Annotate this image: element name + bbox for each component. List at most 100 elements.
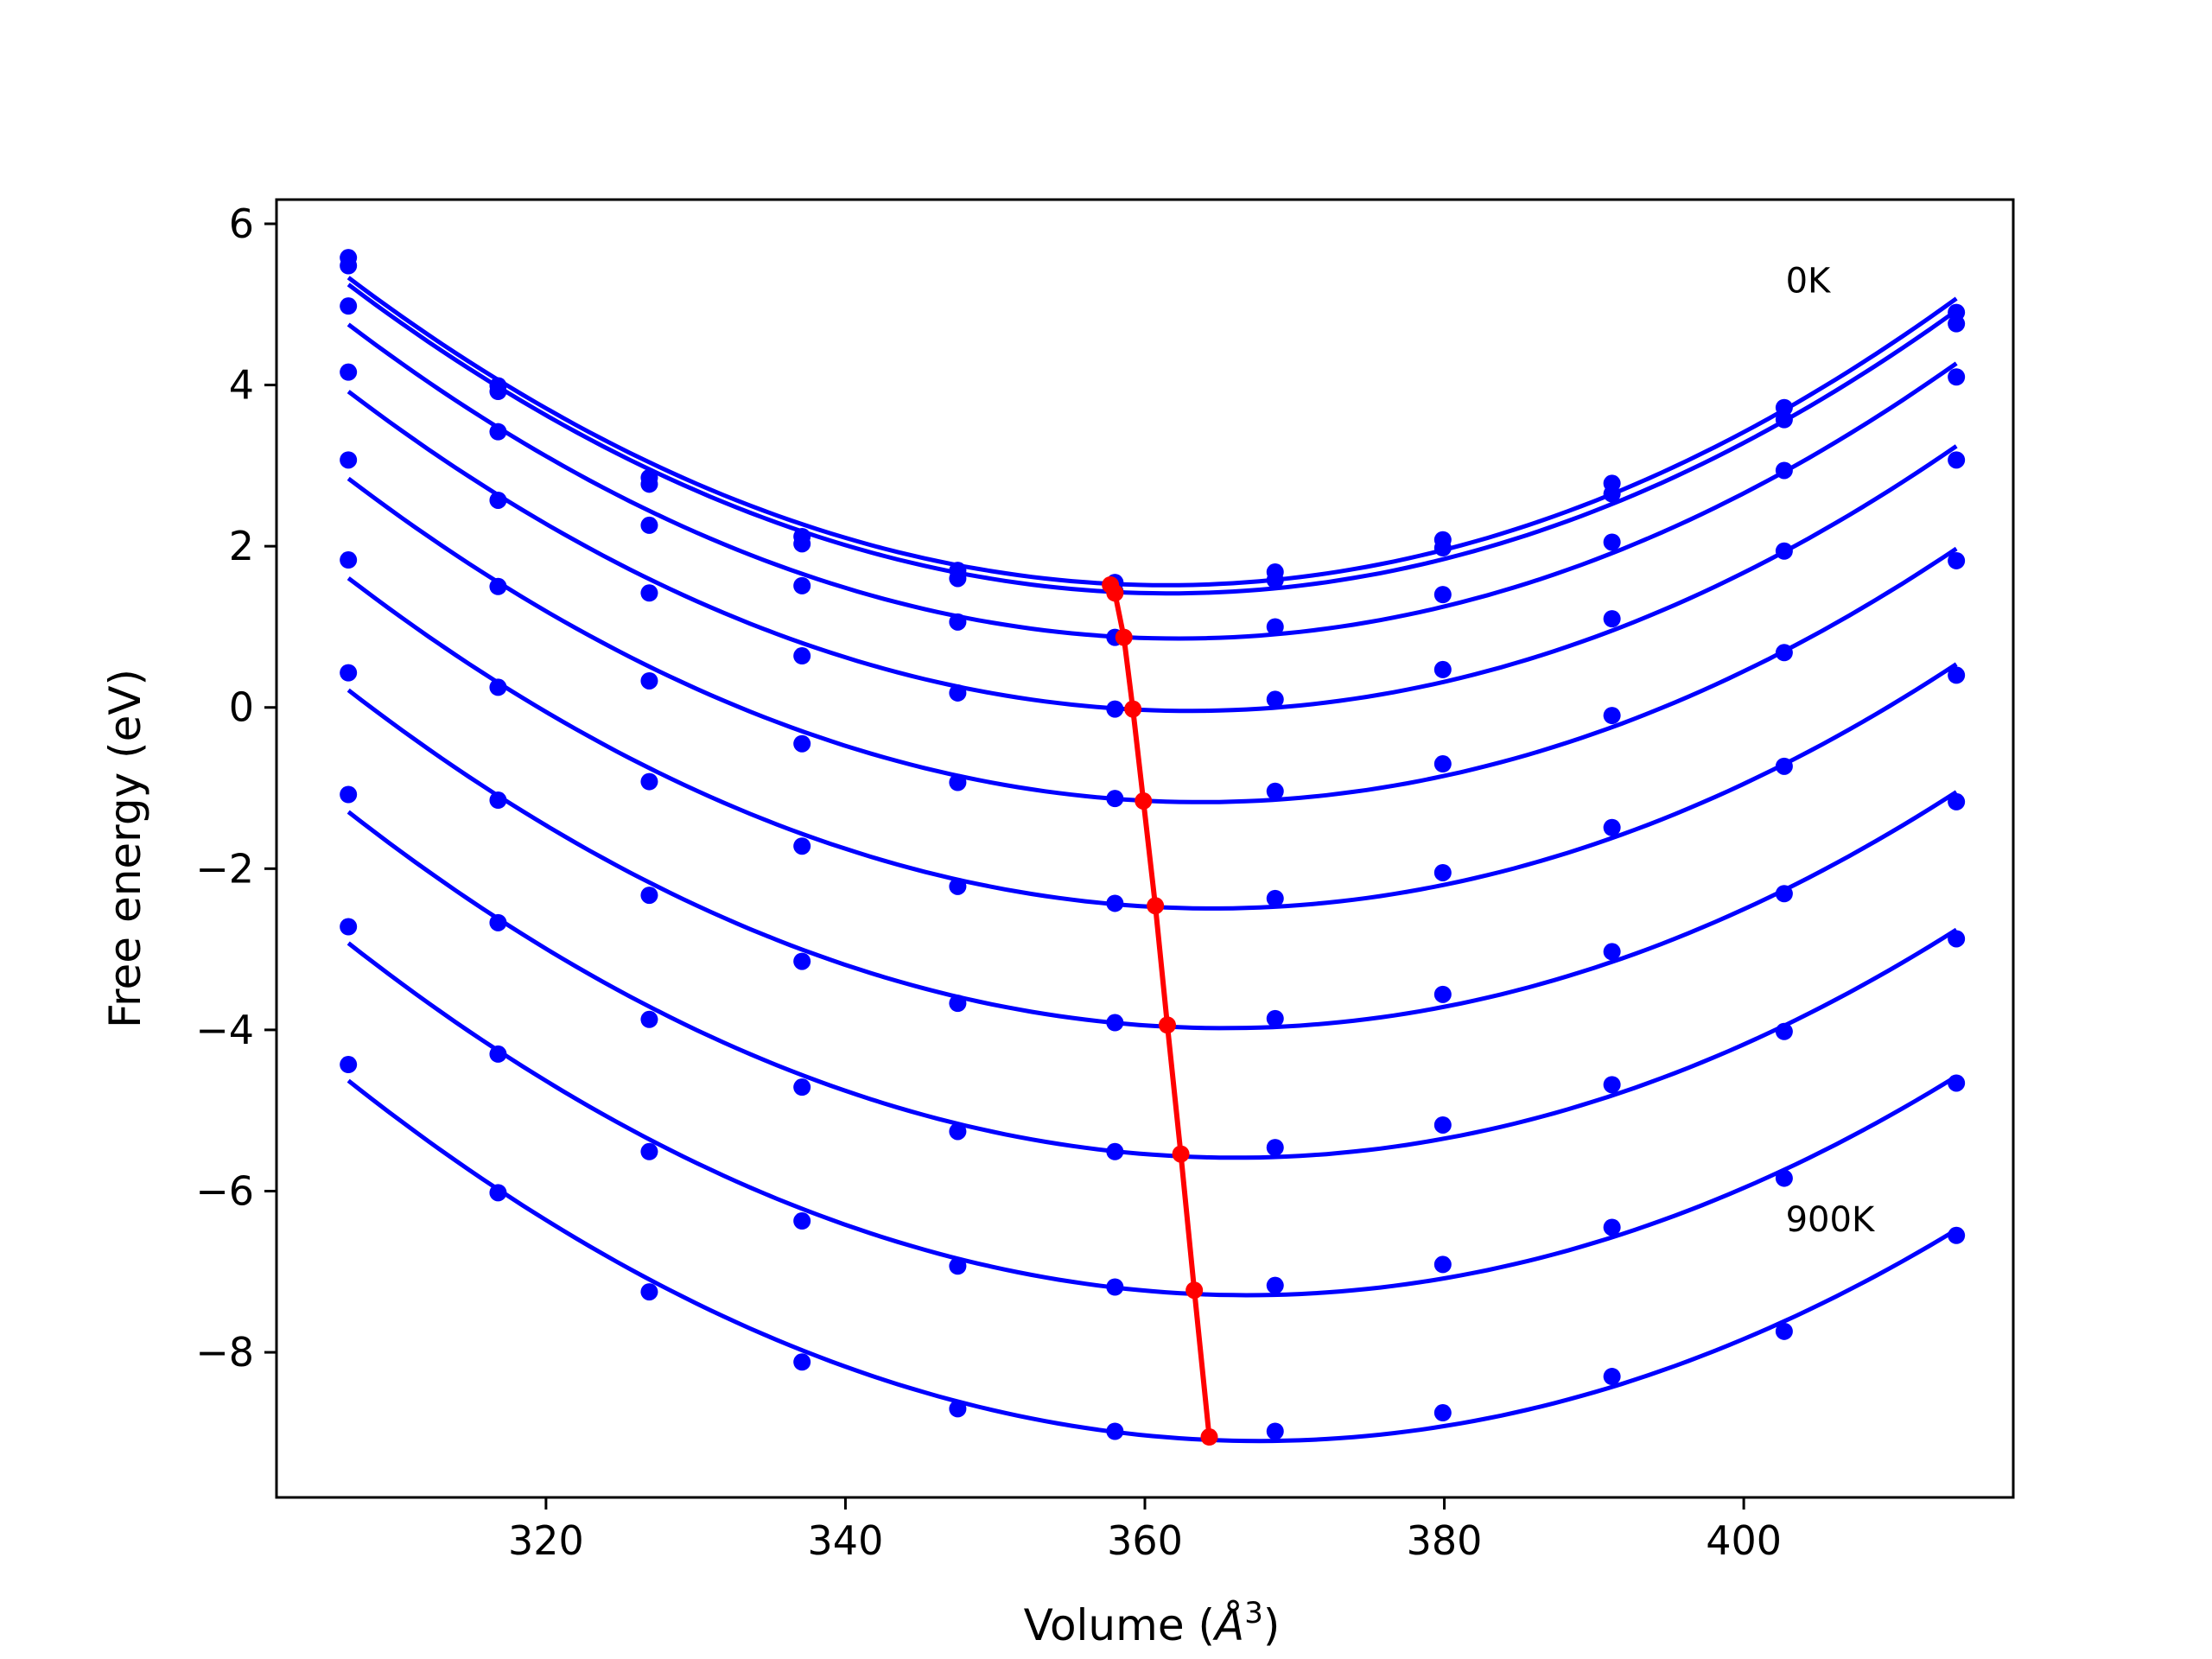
data-point-8-1 <box>340 785 358 804</box>
data-point-10-2 <box>489 1184 507 1202</box>
annotations: 0K 900K <box>1786 261 1876 1240</box>
data-point-3-2 <box>489 423 507 441</box>
data-point-7-6 <box>1106 1014 1124 1032</box>
data-point-8-6 <box>1106 1142 1124 1160</box>
data-point-7-8 <box>1433 985 1452 1003</box>
data-point-2-10 <box>1775 410 1793 429</box>
x-tick-label-400: 400 <box>1706 1517 1782 1564</box>
data-point-9-7 <box>1266 1276 1284 1294</box>
data-point-5-10 <box>1775 644 1793 662</box>
data-point-8-5 <box>949 1122 967 1141</box>
annotation-0k: 0K <box>1786 261 1832 301</box>
minimum-point-7 <box>1158 1016 1176 1034</box>
x-axis-ticks: 320 340 360 380 400 <box>508 1497 1782 1564</box>
data-point-5-2 <box>489 577 507 595</box>
data-point-3-4 <box>793 576 811 594</box>
data-point-4-11 <box>1948 451 1966 469</box>
fit-curve-7 <box>346 688 1958 1031</box>
data-point-9-1 <box>340 918 358 936</box>
x-axis-label: Volume (Å3) <box>1024 1596 1281 1650</box>
data-point-5-4 <box>793 734 811 753</box>
data-point-2-1 <box>340 257 358 275</box>
fit-curve-2 <box>346 283 1958 596</box>
data-point-4-3 <box>640 584 658 602</box>
data-point-7-11 <box>1948 792 1966 810</box>
fit-curve-5 <box>346 476 1958 804</box>
data-point-7-10 <box>1775 885 1793 903</box>
data-point-4-8 <box>1433 660 1452 678</box>
data-point-9-11 <box>1948 1074 1966 1092</box>
data-point-6-9 <box>1603 818 1621 836</box>
data-point-4-4 <box>793 647 811 665</box>
y-tick-label--4: −4 <box>195 1007 254 1053</box>
x-axis-label-close: ) <box>1263 1600 1281 1650</box>
data-point-3-5 <box>949 613 967 631</box>
data-point-8-8 <box>1433 1116 1452 1134</box>
minimum-point-2 <box>1106 584 1124 602</box>
y-tick-label--2: −2 <box>195 845 254 892</box>
data-point-6-6 <box>1106 894 1124 912</box>
data-point-6-11 <box>1948 666 1966 684</box>
data-point-3-10 <box>1775 461 1793 480</box>
y-tick-label--6: −6 <box>195 1167 254 1214</box>
minimum-point-9 <box>1185 1281 1204 1300</box>
minimum-point-4 <box>1124 700 1142 718</box>
y-tick-label-2: 2 <box>229 523 254 569</box>
minimum-point-6 <box>1147 897 1165 915</box>
x-axis-label-text: Volume ( <box>1024 1600 1215 1650</box>
data-point-9-4 <box>793 1212 811 1230</box>
fit-curve-4 <box>346 390 1958 714</box>
data-point-2-2 <box>489 383 507 401</box>
data-point-3-9 <box>1603 533 1621 551</box>
data-point-7-5 <box>949 995 967 1013</box>
data-point-2-11 <box>1948 315 1966 333</box>
data-point-9-6 <box>1106 1278 1124 1296</box>
data-point-8-4 <box>793 1078 811 1096</box>
data-point-7-1 <box>340 664 358 682</box>
data-point-2-5 <box>949 569 967 588</box>
y-axis-label: Free energy (eV) <box>100 669 150 1028</box>
x-tick-label-380: 380 <box>1407 1517 1483 1564</box>
data-points <box>340 249 1966 1440</box>
data-point-8-7 <box>1266 1139 1284 1157</box>
y-tick-label-4: 4 <box>229 362 254 409</box>
data-point-3-3 <box>640 516 658 534</box>
y-axis-ticks: −8 −6 −4 −2 0 2 4 6 <box>195 200 276 1376</box>
data-point-8-9 <box>1603 1076 1621 1094</box>
data-point-5-1 <box>340 451 358 469</box>
x-tick-label-360: 360 <box>1107 1517 1183 1564</box>
data-point-7-4 <box>793 952 811 970</box>
data-point-3-1 <box>340 297 358 315</box>
data-point-2-9 <box>1603 485 1621 503</box>
minimum-path-line <box>1108 583 1212 1438</box>
data-point-5-5 <box>949 773 967 791</box>
data-point-9-3 <box>640 1142 658 1160</box>
data-point-10-8 <box>1433 1404 1452 1422</box>
data-point-9-10 <box>1775 1169 1793 1187</box>
minimum-point-8 <box>1172 1145 1190 1163</box>
data-point-9-9 <box>1603 1218 1621 1236</box>
data-point-4-10 <box>1775 542 1793 560</box>
minimum-path <box>1102 575 1218 1446</box>
data-point-6-2 <box>489 678 507 696</box>
fit-curve-10 <box>346 1078 1958 1444</box>
data-point-10-11 <box>1948 1226 1966 1244</box>
x-tick-label-340: 340 <box>808 1517 884 1564</box>
minimum-point-10 <box>1200 1428 1218 1446</box>
data-point-2-8 <box>1433 539 1452 557</box>
data-point-2-4 <box>793 535 811 553</box>
x-axis-label-unit: Å <box>1212 1600 1244 1650</box>
y-tick-label--8: −8 <box>195 1329 254 1376</box>
data-point-9-8 <box>1433 1255 1452 1274</box>
data-point-6-5 <box>949 877 967 895</box>
data-point-5-3 <box>640 671 658 690</box>
data-point-6-1 <box>340 551 358 569</box>
data-point-1-10 <box>1775 398 1793 416</box>
fit-curve-9 <box>346 941 1958 1298</box>
data-point-4-1 <box>340 363 358 381</box>
x-tick-label-320: 320 <box>508 1517 584 1564</box>
data-point-10-9 <box>1603 1368 1621 1386</box>
data-point-9-2 <box>489 1045 507 1063</box>
